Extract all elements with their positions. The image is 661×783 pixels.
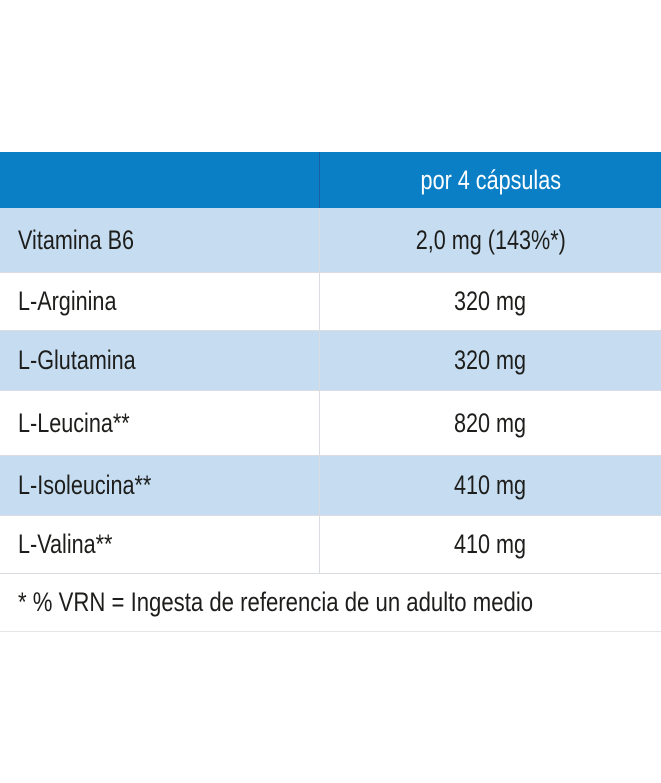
ingredient-value: 410 mg: [454, 470, 527, 500]
ingredient-name: L-Leucina**: [18, 407, 130, 438]
ingredient-name: L-Valina**: [18, 529, 113, 559]
ingredient-name: L-Isoleucina**: [18, 470, 152, 500]
header-cell-empty: [0, 152, 320, 208]
table-row: L-Leucina** 820 mg: [0, 391, 661, 456]
ingredient-name: L-Arginina: [18, 286, 117, 316]
ingredient-value: 410 mg: [454, 529, 527, 559]
ingredient-name: L-Glutamina: [18, 345, 136, 375]
table-row: L-Isoleucina** 410 mg: [0, 456, 661, 516]
ingredient-value: 2,0 mg (143%*): [415, 224, 566, 255]
ingredient-value: 320 mg: [454, 345, 527, 375]
ingredient-value: 820 mg: [454, 407, 527, 438]
footnote: * % VRN = Ingesta de referencia de un ad…: [0, 574, 661, 632]
ingredient-value: 320 mg: [454, 286, 527, 316]
nutrition-table: por 4 cápsulas Vitamina B6 2,0 mg (143%*…: [0, 152, 661, 632]
header-cell-per-serving: por 4 cápsulas: [420, 164, 561, 195]
ingredient-name: Vitamina B6: [18, 224, 135, 255]
table-row: L-Arginina 320 mg: [0, 273, 661, 331]
table-header: por 4 cápsulas: [0, 152, 661, 208]
table-row: Vitamina B6 2,0 mg (143%*): [0, 208, 661, 273]
table-row: L-Valina** 410 mg: [0, 516, 661, 574]
table-row: L-Glutamina 320 mg: [0, 331, 661, 391]
